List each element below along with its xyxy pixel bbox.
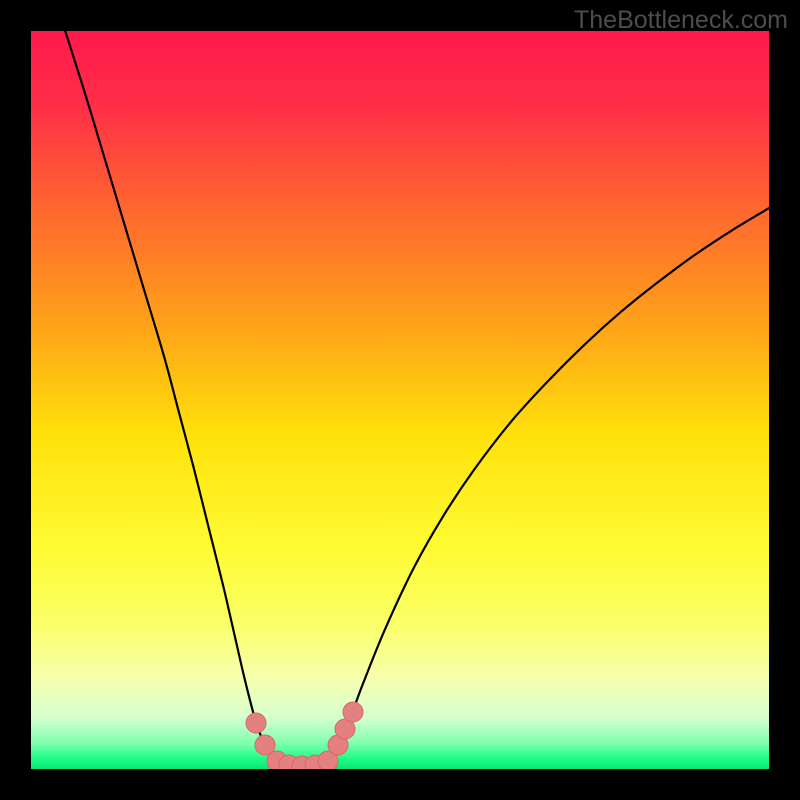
plot-area (31, 31, 769, 769)
markers-layer (31, 31, 769, 769)
data-marker (246, 712, 267, 733)
data-marker (342, 702, 363, 723)
watermark-text: TheBottleneck.com (574, 6, 788, 35)
